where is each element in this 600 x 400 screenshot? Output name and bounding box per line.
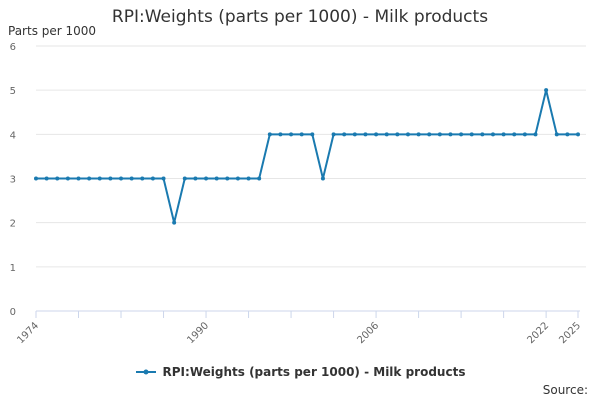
- data-point: [363, 132, 368, 137]
- x-tick-label: 1990: [185, 320, 211, 346]
- data-point: [320, 176, 325, 181]
- data-point: [161, 176, 166, 181]
- data-point: [34, 176, 38, 181]
- y-tick-label: 4: [10, 130, 16, 141]
- data-point: [150, 176, 155, 181]
- data-point: [246, 176, 251, 181]
- x-tick-label: 1974: [15, 320, 41, 346]
- series-layer: [34, 88, 580, 225]
- data-point: [437, 132, 442, 137]
- data-point: [469, 132, 474, 137]
- data-point: [119, 176, 124, 181]
- data-point: [544, 88, 549, 93]
- data-point: [501, 132, 506, 137]
- data-point: [55, 176, 60, 181]
- data-point: [533, 132, 538, 137]
- data-point: [140, 176, 145, 181]
- data-point: [172, 220, 177, 225]
- data-point: [299, 132, 304, 137]
- data-point: [395, 132, 400, 137]
- source-label: Source:: [542, 383, 588, 397]
- data-point: [44, 176, 49, 181]
- data-point: [352, 132, 357, 137]
- data-point: [87, 176, 92, 181]
- data-point: [76, 176, 81, 181]
- data-point: [459, 132, 464, 137]
- y-tick-label: 3: [10, 175, 16, 186]
- data-point: [448, 132, 453, 137]
- legend-label: RPI:Weights (parts per 1000) - Milk prod…: [162, 365, 466, 379]
- y-axis: 0 1 2 3 4 5 6: [10, 42, 16, 318]
- data-point: [427, 132, 432, 137]
- x-tick-label: 2022: [525, 320, 551, 346]
- series-line: [36, 89, 578, 224]
- data-point: [214, 176, 219, 181]
- data-point: [204, 176, 209, 181]
- data-point: [108, 176, 113, 181]
- y-tick-label: 0: [10, 307, 16, 318]
- y-tick-label: 6: [10, 42, 16, 53]
- y-axis-label: Parts per 1000: [8, 24, 97, 38]
- data-point: [257, 176, 262, 181]
- legend[interactable]: RPI:Weights (parts per 1000) - Milk prod…: [0, 365, 600, 379]
- data-point: [289, 132, 294, 137]
- data-point: [278, 132, 283, 137]
- data-point: [235, 176, 240, 181]
- data-point: [182, 176, 187, 181]
- data-point: [65, 176, 70, 181]
- data-point: [416, 132, 421, 137]
- data-point: [405, 132, 410, 137]
- data-point: [310, 132, 315, 137]
- gridlines: [36, 45, 586, 268]
- legend-item[interactable]: RPI:Weights (parts per 1000) - Milk prod…: [135, 365, 466, 379]
- x-axis-ticks: 1974 1990 2006 2022 2025: [15, 311, 583, 346]
- data-point: [522, 132, 527, 137]
- data-point: [480, 132, 485, 137]
- chart-title: RPI:Weights (parts per 1000) - Milk prod…: [111, 7, 489, 27]
- data-point: [384, 132, 389, 137]
- data-point: [554, 132, 559, 137]
- data-point: [490, 132, 495, 137]
- data-point: [512, 132, 517, 137]
- data-point: [342, 132, 347, 137]
- data-point: [331, 132, 336, 137]
- y-tick-label: 1: [10, 263, 16, 274]
- x-tick-label: 2006: [355, 320, 381, 346]
- y-tick-label: 5: [10, 86, 16, 97]
- y-tick-label: 2: [10, 219, 16, 230]
- data-point: [225, 176, 230, 181]
- data-point: [129, 176, 134, 181]
- data-point: [97, 176, 102, 181]
- data-point: [267, 132, 272, 137]
- data-point: [565, 132, 570, 137]
- legend-swatch-icon: [135, 369, 156, 375]
- data-point: [374, 132, 379, 137]
- data-point: [193, 176, 198, 181]
- x-tick-label: 2025: [557, 320, 583, 346]
- data-point: [576, 132, 580, 137]
